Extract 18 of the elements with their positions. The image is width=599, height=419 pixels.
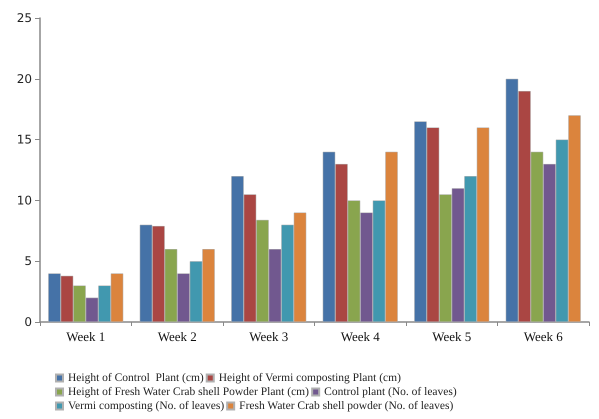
y-tick-label: 10 (16, 193, 32, 208)
x-tick-label: Week 2 (158, 329, 197, 344)
y-tick-label: 25 (16, 11, 32, 25)
legend-label: Height of Fresh Water Crab shell Powder Plant (cm) (68, 386, 310, 398)
x-tick-label: Week 1 (66, 329, 106, 344)
legend-label: Height of Control Plant (cm) (68, 372, 204, 384)
legend-label: Vermi composting (No. of leaves) (68, 400, 224, 412)
x-tick-label: Week 6 (524, 329, 564, 344)
legend-label: Fresh Water Crab shell powder (No. of leaves) (239, 400, 454, 412)
y-tick-label: 5 (24, 254, 32, 268)
y-tick-label: 20 (16, 72, 32, 86)
x-tick-label: Week 3 (249, 329, 288, 344)
y-tick-label: 0 (24, 315, 32, 329)
legend-label: Height of Vermi composting Plant (cm) (218, 372, 402, 384)
y-tick-label: 15 (16, 132, 32, 147)
x-tick-label: Week 4 (340, 329, 380, 344)
legend-label: Control plant (No. of leaves) (324, 386, 457, 398)
x-tick-label: Week 5 (432, 329, 472, 344)
